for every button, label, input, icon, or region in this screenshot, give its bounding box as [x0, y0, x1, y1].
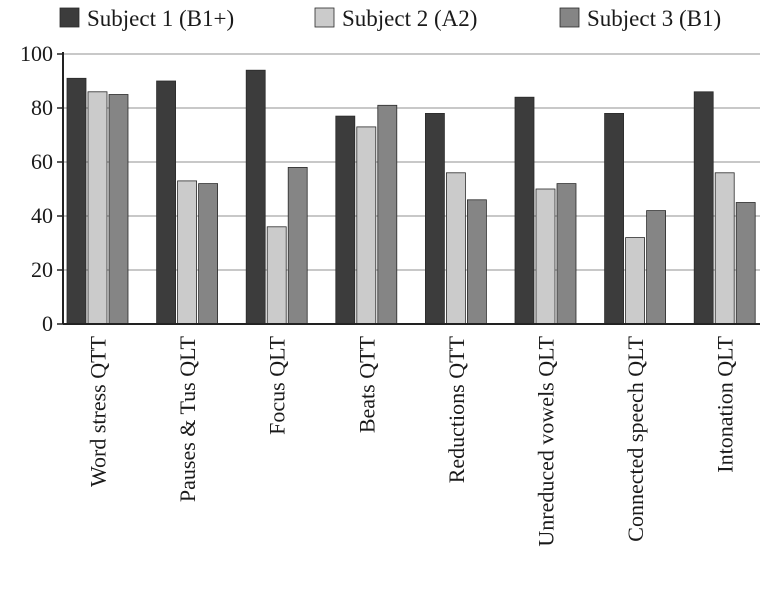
bar	[714, 172, 735, 325]
bar	[466, 199, 487, 325]
legend-swatch	[59, 7, 80, 28]
bar	[445, 172, 466, 325]
bar	[646, 210, 666, 325]
bar	[625, 237, 645, 325]
bar	[424, 113, 445, 325]
y-tick-label: 20	[31, 257, 53, 282]
bar	[556, 183, 577, 325]
bar	[198, 183, 219, 325]
bar	[287, 166, 308, 325]
x-category-label: Connected speech QLT	[623, 335, 648, 541]
legend-label: Subject 3 (B1)	[587, 6, 721, 31]
bar	[177, 180, 198, 325]
legend-swatch	[314, 7, 335, 28]
legend-label: Subject 1 (B1+)	[87, 6, 234, 31]
bar	[514, 96, 535, 325]
bar	[266, 226, 287, 325]
bar	[245, 69, 266, 325]
y-tick-label: 80	[31, 95, 53, 120]
x-category-labels: Word stress QTT Pauses & Tus QLT Focus QLT…	[86, 335, 738, 546]
y-tick-label: 40	[31, 203, 53, 228]
bar	[66, 77, 87, 325]
y-tick-label: 60	[31, 149, 53, 174]
y-tick-label: 100	[20, 41, 53, 66]
x-category-label: Word stress QTT	[86, 335, 111, 487]
x-category-label: Intonation QLT	[713, 335, 738, 472]
bar	[535, 188, 556, 325]
bar	[87, 91, 108, 325]
bar	[604, 113, 624, 325]
y-tick-label: 0	[42, 311, 53, 336]
bar	[735, 202, 756, 325]
x-category-label: Unreduced vowels QLT	[534, 335, 559, 546]
x-category-label: Reductions QTT	[444, 335, 469, 483]
x-category-label: Focus QLT	[265, 335, 290, 434]
legend: Subject 1 (B1+) Subject 2 (A2) Subject 3 (…	[59, 6, 721, 31]
y-tick-labels: 0 20 40 60 80 100	[20, 41, 53, 336]
legend-label: Subject 2 (A2)	[342, 6, 477, 31]
legend-swatch	[559, 7, 580, 28]
axes	[57, 52, 760, 325]
x-category-label: Beats QTT	[354, 335, 379, 433]
bar	[356, 126, 377, 325]
bar	[377, 104, 398, 325]
bar	[108, 94, 129, 325]
bar	[693, 91, 714, 325]
x-category-label: Pauses & Tus QLT	[175, 335, 200, 502]
bar	[156, 80, 177, 325]
bar	[335, 115, 356, 325]
